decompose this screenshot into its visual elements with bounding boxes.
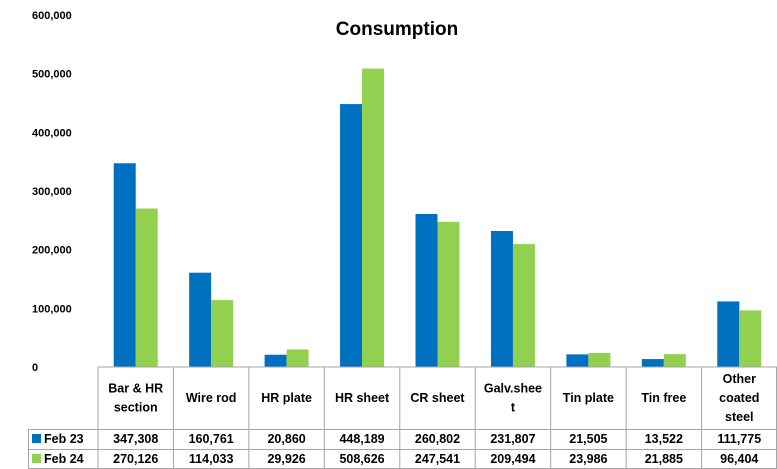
bar-feb-24 [512, 244, 535, 367]
data-label: 260,802 [415, 432, 460, 446]
y-tick-label: 0 [32, 362, 38, 374]
category-label: HR plate [261, 391, 312, 405]
data-label: 270,126 [113, 452, 158, 466]
y-tick-label: 300,000 [32, 186, 72, 198]
data-label: 20,860 [267, 432, 305, 446]
bar-feb-23 [113, 163, 136, 367]
y-axis: 0 100,000 200,000 300,000 400,000 500,000 600,… [32, 10, 72, 374]
data-label: 247,541 [415, 452, 460, 466]
y-tick-label: 500,000 [32, 69, 72, 81]
bar-feb-24 [362, 68, 385, 367]
data-label: 13,522 [645, 432, 683, 446]
category-label: Other [723, 372, 756, 386]
category-label: steel [725, 410, 754, 424]
data-label: 21,505 [569, 432, 607, 446]
y-tick-label: 600,000 [32, 10, 72, 22]
data-label: 111,775 [717, 432, 761, 446]
y-tick-label: 200,000 [32, 245, 72, 257]
bar-feb-24 [286, 349, 309, 367]
y-tick-label: 400,000 [32, 127, 72, 139]
data-label: 209,494 [490, 452, 535, 466]
category-label: Tin plate [563, 391, 614, 405]
data-label: 114,033 [189, 452, 234, 466]
category-label: CR sheet [410, 391, 465, 405]
bars [113, 68, 762, 368]
legend-key [32, 454, 41, 463]
legend-key [32, 434, 41, 443]
bar-feb-23 [641, 359, 664, 367]
data-label: 21,885 [645, 452, 683, 466]
bar-feb-24 [739, 310, 762, 367]
legend-label: Feb 24 [44, 452, 84, 466]
y-tick-label: 100,000 [32, 303, 72, 315]
bar-feb-23 [264, 354, 287, 367]
category-label: t [511, 401, 516, 415]
category-label: Galv.shee [484, 382, 542, 396]
bar-feb-24 [437, 221, 460, 367]
bar-feb-23 [189, 272, 212, 367]
bar-feb-23 [717, 301, 740, 367]
bar-feb-23 [415, 213, 438, 367]
category-label: Wire rod [186, 391, 237, 405]
data-label: 23,986 [569, 452, 607, 466]
bar-feb-24 [135, 208, 158, 367]
bar-feb-24 [588, 352, 611, 367]
bar-feb-23 [340, 104, 363, 368]
category-label: section [114, 401, 158, 415]
category-label: Bar & HR [108, 382, 163, 396]
legend-label: Feb 23 [44, 432, 84, 446]
category-label: Tin free [641, 391, 686, 405]
data-label: 508,626 [339, 452, 384, 466]
bar-feb-23 [490, 231, 513, 367]
category-label: HR sheet [335, 391, 390, 405]
data-label: 96,404 [720, 452, 758, 466]
category-label: coated [719, 391, 759, 405]
data-label: 29,926 [267, 452, 305, 466]
data-label: 347,308 [113, 432, 158, 446]
data-table: Bar & HR section Wire rod HR plate HR sheet C… [28, 366, 777, 469]
bar-feb-24 [211, 300, 234, 367]
data-label: 231,807 [490, 432, 535, 446]
bar-feb-23 [566, 354, 589, 367]
bar-feb-24 [663, 354, 686, 367]
data-label: 160,761 [189, 432, 234, 446]
chart-title: Consumption [336, 19, 458, 40]
data-label: 448,189 [339, 432, 384, 446]
